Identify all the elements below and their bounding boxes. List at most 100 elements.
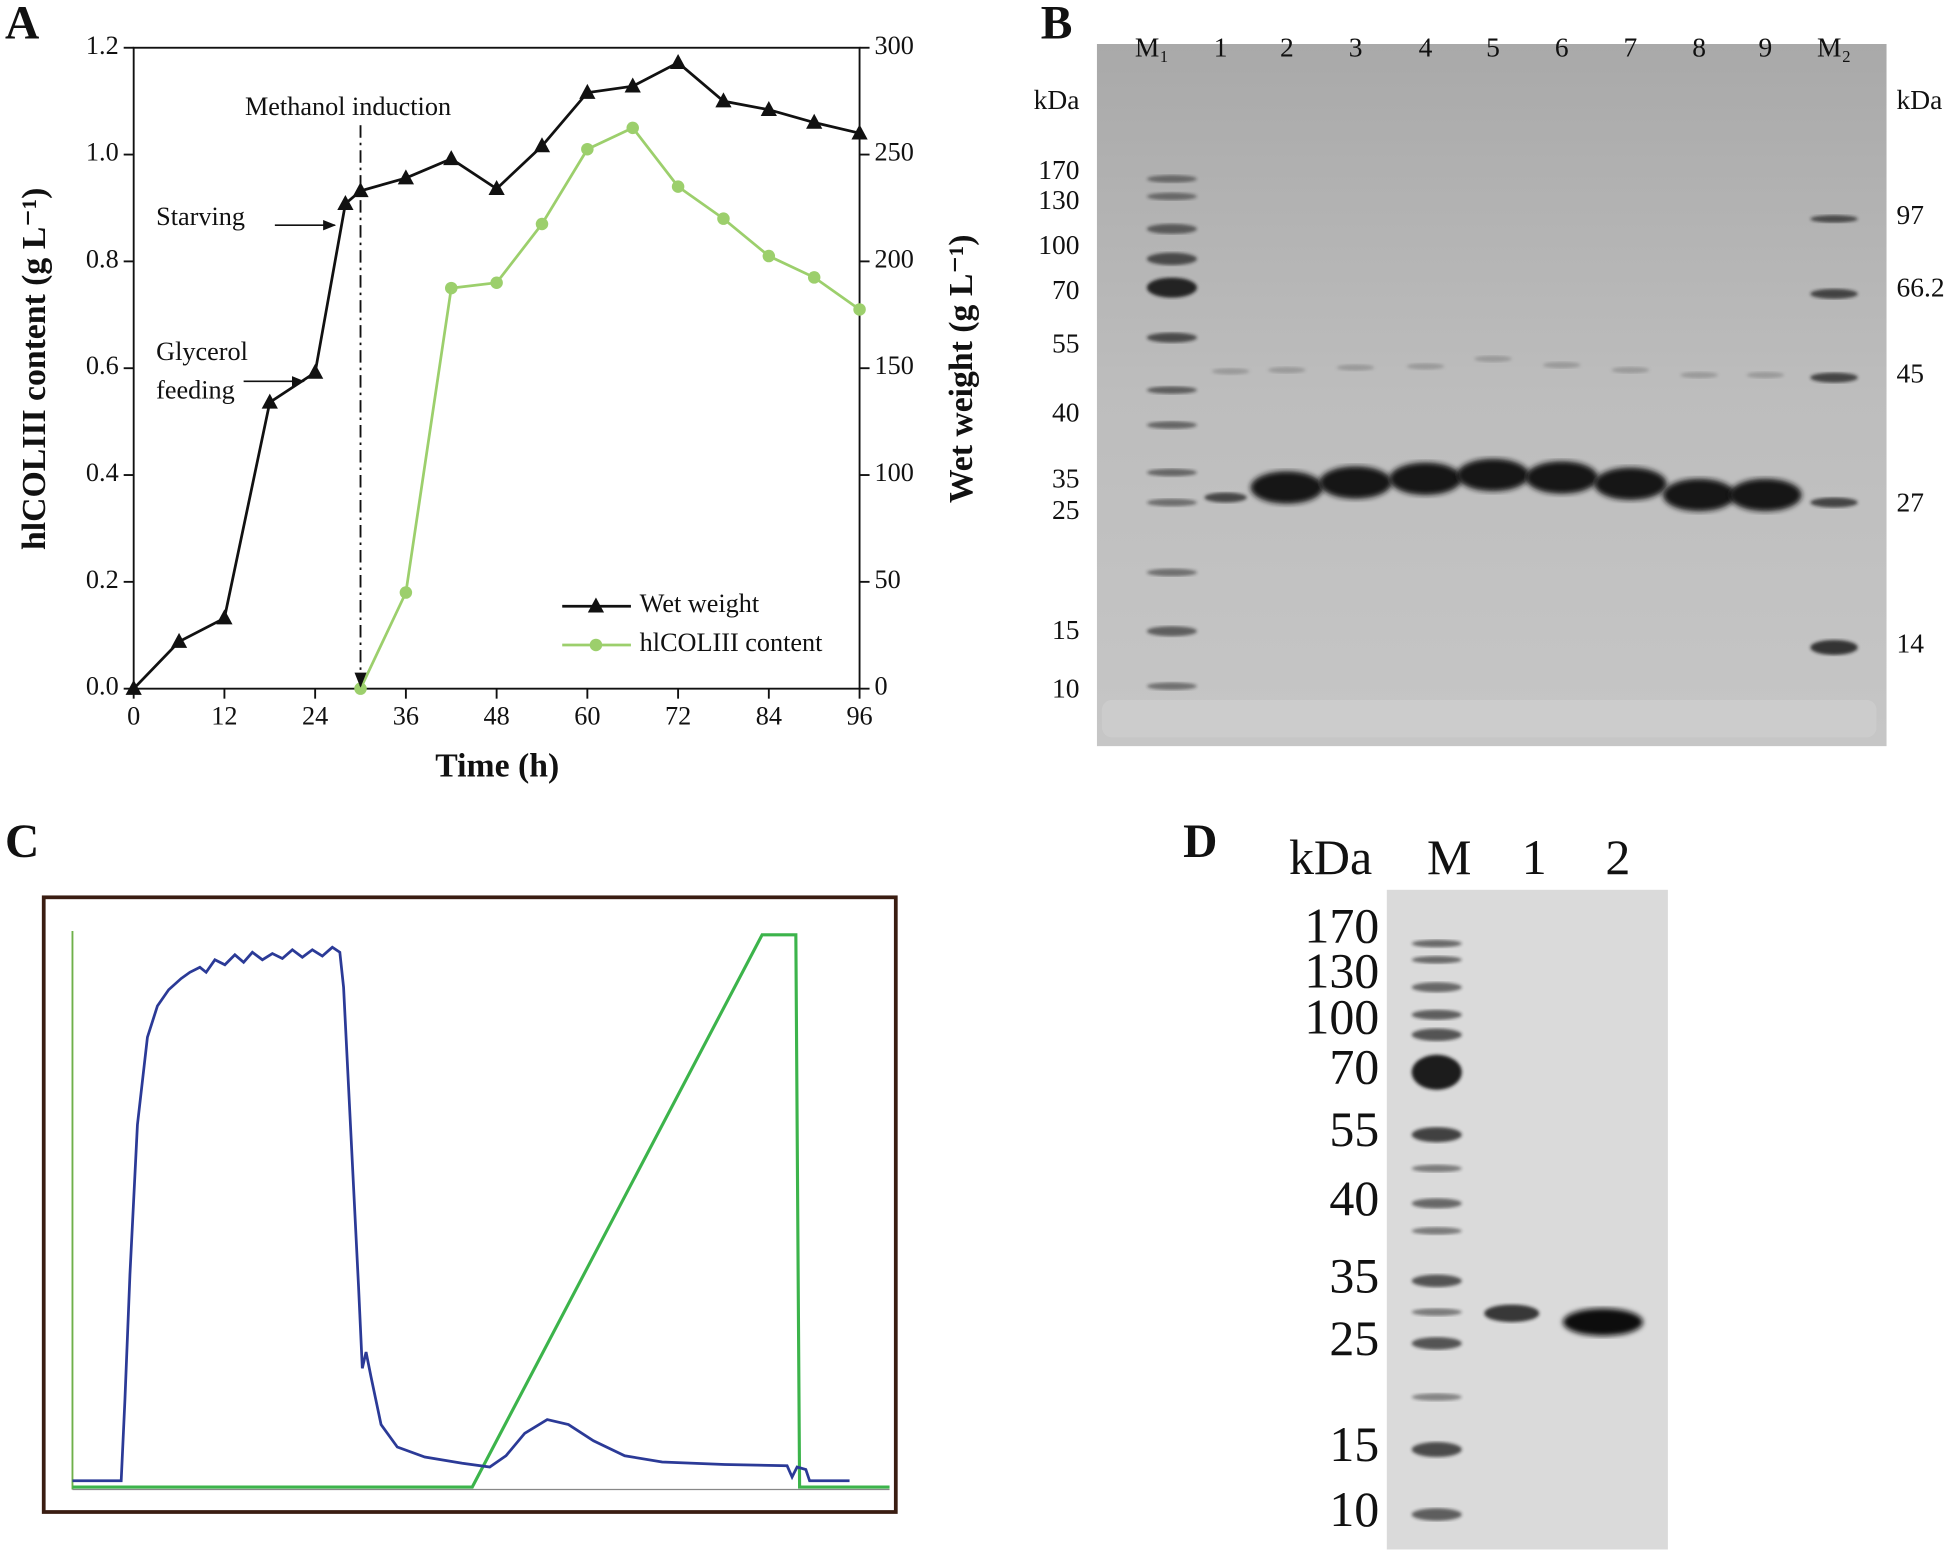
marker-label: 97 (1897, 200, 1924, 230)
point (624, 77, 641, 93)
marker-label: 170 (1304, 898, 1379, 954)
protein-band (1484, 1304, 1540, 1323)
y2-tick-label: 250 (875, 138, 914, 167)
lane-label: 5 (1486, 33, 1500, 63)
marker-band (1411, 1164, 1462, 1173)
marker-label: 35 (1052, 464, 1079, 494)
marker-label: 10 (1052, 673, 1079, 703)
marker-band (1411, 982, 1462, 993)
marker-band (1411, 1337, 1462, 1350)
point (399, 586, 413, 599)
marker-band (1411, 1009, 1462, 1020)
faint-band (1611, 366, 1650, 374)
protein-band (1662, 478, 1736, 512)
gel-well-strip (1101, 699, 1877, 738)
marker-label: 70 (1052, 275, 1079, 305)
marker-label: 40 (1329, 1170, 1379, 1226)
y-tick-label: 1.2 (86, 31, 119, 60)
chromatogram (41, 895, 898, 1514)
legend-label: hlCOLIII content (640, 628, 823, 657)
y-tick-label: 0.4 (86, 458, 119, 487)
y2-tick-label: 300 (875, 31, 914, 60)
marker-band (1411, 1127, 1462, 1143)
marker-label: kDa (1034, 85, 1080, 115)
x-tick-label: 0 (127, 702, 140, 731)
point (717, 212, 730, 225)
marker-label: 55 (1329, 1101, 1379, 1157)
point (337, 194, 354, 210)
point (445, 281, 458, 295)
marker-band (1411, 1508, 1462, 1521)
point (579, 83, 596, 99)
point (626, 121, 639, 135)
annotation: Glycerol (156, 337, 248, 366)
marker-band (1146, 498, 1197, 507)
legend-marker (589, 638, 603, 652)
marker-band (1411, 1274, 1462, 1288)
marker-label: 170 (1038, 155, 1079, 185)
x-tick-label: 36 (393, 702, 419, 731)
lane-label: 4 (1419, 33, 1433, 63)
panel-label: B (1041, 0, 1073, 50)
y-tick-label: 0.8 (86, 244, 119, 273)
lane-label: 9 (1758, 33, 1772, 63)
faint-band (1746, 371, 1785, 379)
annotation: Starving (156, 202, 245, 231)
y2-tick-label: 50 (875, 565, 901, 594)
y-tick-label: 0.2 (86, 565, 119, 594)
marker-label: 25 (1329, 1310, 1379, 1366)
marker-band (1810, 639, 1858, 655)
faint-band (1406, 363, 1445, 370)
y-tick-label: 0.0 (86, 672, 119, 701)
marker-label: 15 (1329, 1416, 1379, 1472)
point (488, 180, 505, 195)
lane-label: 2 (1605, 829, 1630, 885)
protein-band (1525, 461, 1598, 494)
legend-marker (587, 597, 605, 613)
point (307, 363, 324, 379)
legend-label: Wet weight (640, 589, 760, 618)
marker-label: 27 (1897, 487, 1924, 517)
marker-label: 100 (1038, 230, 1079, 260)
marker-band (1146, 626, 1197, 637)
marker-label: 66.2 (1897, 272, 1945, 302)
marker-band (1411, 1028, 1462, 1041)
point (671, 180, 685, 193)
annotation: feeding (156, 376, 235, 405)
point (125, 679, 142, 695)
marker-band (1146, 223, 1197, 234)
protein-band (1250, 471, 1324, 504)
marker-band (1146, 468, 1197, 477)
marker-band (1411, 956, 1462, 964)
marker-label: 10 (1329, 1481, 1379, 1537)
x-axis-title: Time (h) (435, 747, 559, 784)
series-line (359, 126, 861, 690)
point (261, 393, 278, 409)
point (352, 182, 369, 198)
point (851, 124, 868, 140)
point (170, 632, 188, 648)
point (535, 217, 549, 231)
y-tick-label: 0.6 (86, 351, 119, 380)
marker-band (1810, 497, 1858, 508)
lane-label: M₁ (1135, 33, 1169, 63)
point (490, 276, 503, 289)
point (853, 303, 866, 316)
marker-label: 55 (1052, 329, 1079, 359)
panel-label: D (1183, 816, 1217, 868)
point (443, 150, 460, 166)
marker-label: 70 (1329, 1039, 1379, 1095)
marker-band (1146, 682, 1197, 690)
marker-band (1810, 372, 1858, 383)
lane-label: 6 (1555, 33, 1569, 63)
x-tick-label: 24 (302, 702, 328, 731)
marker-band (1810, 215, 1858, 223)
point (216, 609, 233, 625)
marker-band (1146, 175, 1197, 183)
protein-band (1729, 478, 1802, 512)
marker-band (1411, 1442, 1462, 1458)
lane-label: 1 (1214, 33, 1228, 63)
panel-label: A (5, 0, 39, 50)
